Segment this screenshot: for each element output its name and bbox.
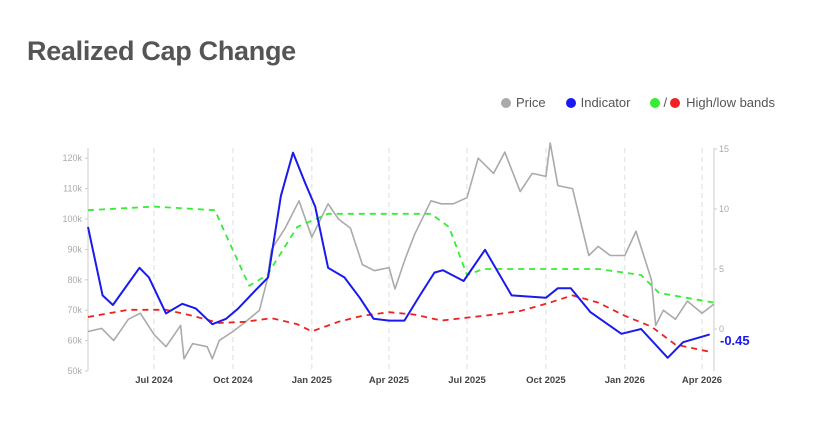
- indicator-dot-icon: [565, 97, 576, 108]
- right-tick-label: 5: [719, 264, 724, 274]
- legend-sep: /: [663, 95, 668, 110]
- right-tick-label: 15: [719, 144, 729, 154]
- legend-label: Indicator: [580, 95, 631, 110]
- legend-item-price[interactable]: Price: [500, 95, 546, 110]
- price-dot-icon: [500, 97, 511, 108]
- left-tick-label: 50k: [67, 366, 82, 376]
- last-value-label: -0.45: [720, 333, 750, 348]
- x-tick-label: Apr 2026: [682, 375, 722, 386]
- left-tick-label: 110k: [63, 184, 82, 194]
- high-band-line: [87, 205, 715, 304]
- indicator-line: [87, 151, 710, 359]
- x-tick-label: Jul 2024: [135, 375, 173, 386]
- left-tick-label: 70k: [67, 305, 82, 315]
- left-tick-label: 120k: [62, 153, 82, 163]
- left-tick-label: 80k: [67, 275, 82, 285]
- legend-item-bands[interactable]: / High/low bands: [650, 95, 775, 110]
- x-tick-label: Jul 2025: [448, 375, 486, 386]
- low-band-dot-icon: [670, 97, 681, 108]
- x-tick-label: Jan 2025: [292, 375, 333, 386]
- left-tick-label: 60k: [67, 336, 82, 346]
- right-tick-label: 0: [719, 324, 724, 334]
- x-tick-label: Jan 2026: [605, 375, 645, 386]
- left-tick-label: 90k: [67, 244, 82, 254]
- high-band-dot-icon: [650, 97, 661, 108]
- low-band-line: [87, 294, 710, 353]
- legend-label: Price: [515, 95, 546, 110]
- legend: Price Indicator / High/low bands: [500, 95, 775, 110]
- left-tick-label: 100k: [62, 214, 82, 224]
- legend-item-indicator[interactable]: Indicator: [565, 95, 631, 110]
- chart-title: Realized Cap Change: [27, 36, 296, 66]
- x-tick-label: Oct 2025: [526, 375, 566, 386]
- price-line: [87, 142, 715, 360]
- x-tick-label: Apr 2025: [369, 375, 410, 386]
- right-tick-label: 10: [719, 204, 729, 214]
- legend-label: High/low bands: [686, 95, 775, 110]
- x-tick-label: Oct 2024: [213, 375, 253, 386]
